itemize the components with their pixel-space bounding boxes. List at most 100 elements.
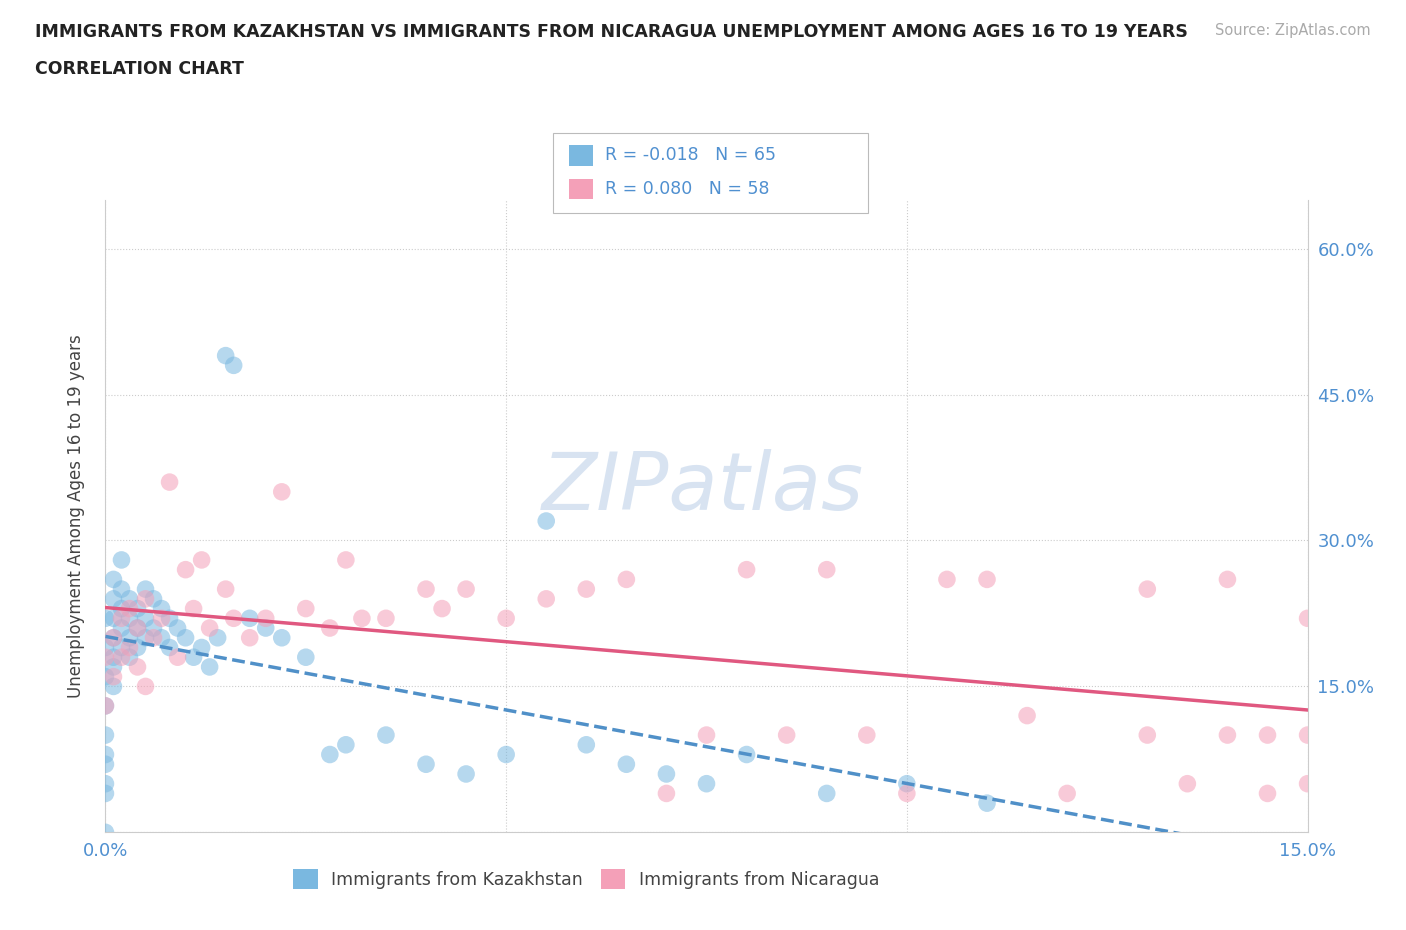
- Point: [94, 727, 117, 742]
- Point: [616, 572, 638, 587]
- Point: [110, 640, 132, 655]
- Point: [94, 640, 117, 655]
- Point: [1017, 708, 1039, 723]
- Point: [735, 563, 758, 578]
- Point: [166, 620, 188, 635]
- Point: [319, 747, 342, 762]
- Point: [1257, 727, 1279, 742]
- Point: [198, 620, 221, 635]
- Point: [374, 727, 398, 742]
- Point: [270, 485, 292, 499]
- Point: [135, 679, 157, 694]
- Point: [198, 659, 221, 674]
- Point: [94, 698, 117, 713]
- Point: [110, 601, 132, 616]
- Point: [295, 650, 318, 665]
- Point: [415, 581, 437, 596]
- Text: CORRELATION CHART: CORRELATION CHART: [35, 60, 245, 78]
- Point: [103, 631, 125, 645]
- Point: [534, 513, 557, 528]
- Point: [319, 620, 342, 635]
- Point: [207, 631, 229, 645]
- Point: [127, 620, 149, 635]
- Text: IMMIGRANTS FROM KAZAKHSTAN VS IMMIGRANTS FROM NICARAGUA UNEMPLOYMENT AMONG AGES : IMMIGRANTS FROM KAZAKHSTAN VS IMMIGRANTS…: [35, 23, 1188, 41]
- Point: [127, 601, 149, 616]
- Text: ZIPatlas: ZIPatlas: [541, 449, 865, 527]
- Point: [1136, 727, 1159, 742]
- Point: [127, 620, 149, 635]
- Point: [135, 581, 157, 596]
- Point: [150, 601, 173, 616]
- Point: [776, 727, 799, 742]
- Point: [222, 611, 245, 626]
- Point: [239, 611, 262, 626]
- Point: [103, 659, 125, 674]
- Point: [222, 358, 245, 373]
- Point: [94, 825, 117, 840]
- Point: [430, 601, 453, 616]
- Point: [110, 552, 132, 567]
- Legend: Immigrants from Kazakhstan, Immigrants from Nicaragua: Immigrants from Kazakhstan, Immigrants f…: [287, 862, 886, 897]
- Point: [335, 552, 357, 567]
- Point: [936, 572, 959, 587]
- Point: [135, 591, 157, 606]
- Point: [142, 620, 165, 635]
- Point: [135, 611, 157, 626]
- Point: [118, 611, 141, 626]
- Text: R = -0.018   N = 65: R = -0.018 N = 65: [605, 146, 776, 165]
- Point: [815, 786, 838, 801]
- Point: [735, 747, 758, 762]
- Point: [1296, 727, 1319, 742]
- Point: [159, 611, 181, 626]
- Point: [94, 650, 117, 665]
- Point: [1216, 572, 1239, 587]
- Point: [1296, 777, 1319, 791]
- Point: [127, 640, 149, 655]
- Point: [118, 631, 141, 645]
- Y-axis label: Unemployment Among Ages 16 to 19 years: Unemployment Among Ages 16 to 19 years: [66, 334, 84, 698]
- Point: [118, 591, 141, 606]
- Point: [696, 727, 718, 742]
- Point: [1257, 786, 1279, 801]
- Point: [183, 650, 205, 665]
- Point: [118, 640, 141, 655]
- Point: [855, 727, 877, 742]
- Point: [94, 747, 117, 762]
- Point: [103, 572, 125, 587]
- Point: [254, 620, 277, 635]
- Point: [94, 777, 117, 791]
- Point: [103, 591, 125, 606]
- Point: [110, 581, 132, 596]
- Point: [190, 552, 212, 567]
- Point: [166, 650, 188, 665]
- Point: [495, 747, 517, 762]
- Text: R = 0.080   N = 58: R = 0.080 N = 58: [605, 179, 769, 198]
- Point: [454, 581, 477, 596]
- Point: [1296, 611, 1319, 626]
- Point: [142, 591, 165, 606]
- Point: [575, 737, 598, 752]
- Point: [127, 659, 149, 674]
- Point: [103, 670, 125, 684]
- Point: [415, 757, 437, 772]
- Point: [1177, 777, 1199, 791]
- Point: [454, 766, 477, 781]
- Text: Source: ZipAtlas.com: Source: ZipAtlas.com: [1215, 23, 1371, 38]
- Point: [270, 631, 292, 645]
- Point: [335, 737, 357, 752]
- Point: [183, 601, 205, 616]
- Point: [103, 650, 125, 665]
- Point: [142, 631, 165, 645]
- Point: [575, 581, 598, 596]
- Point: [103, 631, 125, 645]
- Point: [815, 563, 838, 578]
- Point: [135, 631, 157, 645]
- Point: [350, 611, 373, 626]
- Point: [94, 670, 117, 684]
- Point: [110, 611, 132, 626]
- Point: [976, 796, 998, 811]
- Point: [534, 591, 557, 606]
- Point: [94, 698, 117, 713]
- Point: [94, 611, 117, 626]
- Point: [94, 757, 117, 772]
